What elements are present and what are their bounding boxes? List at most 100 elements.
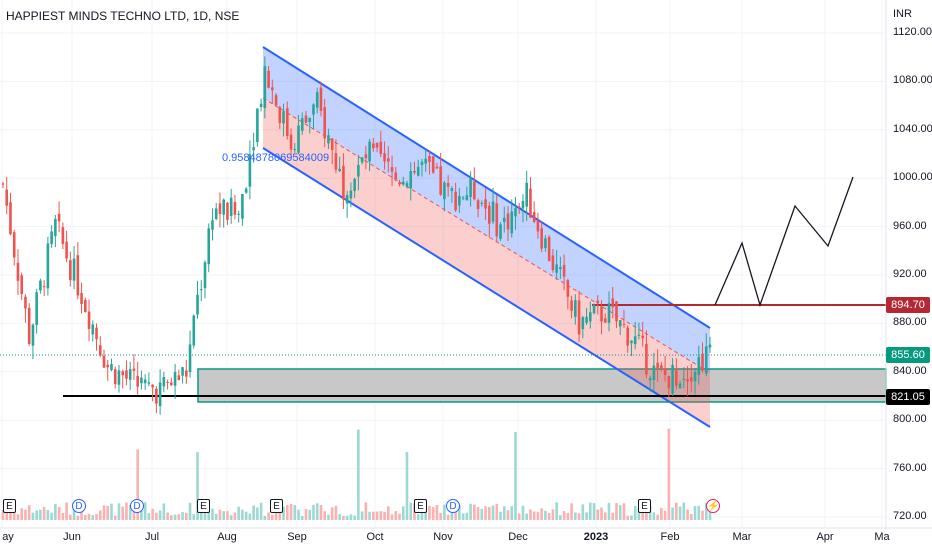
earnings-marker[interactable]: ⚡ <box>706 499 720 513</box>
candle-body <box>622 323 626 325</box>
candle-body <box>263 66 267 109</box>
volume-bar <box>409 502 413 520</box>
earnings-marker[interactable]: E <box>270 499 283 513</box>
volume-bar <box>12 509 16 520</box>
candle-body <box>428 156 431 162</box>
volume-bar <box>383 511 386 520</box>
candle-body <box>585 316 588 323</box>
candle-body <box>72 258 76 281</box>
candle-body <box>435 166 439 169</box>
candle-body <box>256 108 259 143</box>
candle-body <box>607 303 611 323</box>
volume-bar <box>128 504 132 520</box>
volume-bar <box>35 510 38 520</box>
time-tick-label: Jul <box>144 531 160 543</box>
volume-bar <box>364 502 368 520</box>
candle-body <box>390 167 394 172</box>
volume-bar <box>211 508 214 520</box>
candle-body <box>529 188 532 218</box>
projection-path[interactable] <box>714 176 854 308</box>
candle-body <box>401 181 405 185</box>
price-tick-label: 1120.00 <box>893 26 932 38</box>
volume-bar <box>660 507 663 520</box>
dividend-marker[interactable]: D <box>130 499 144 513</box>
candle-body <box>233 201 237 215</box>
volume-bar <box>585 512 588 520</box>
candle-body <box>95 327 98 340</box>
volume-bar <box>439 513 442 520</box>
volume-bar <box>323 511 327 520</box>
volume-bar <box>143 502 147 520</box>
volume-bar <box>65 502 68 520</box>
candle-body <box>499 224 502 239</box>
candle-body <box>693 371 697 382</box>
volume-bar <box>596 509 600 520</box>
candle-body <box>510 211 514 234</box>
volume-bar <box>532 511 536 520</box>
volume-bar <box>603 512 607 520</box>
volume-bar <box>312 504 315 520</box>
volume-bar <box>330 507 334 520</box>
volume-bar <box>506 510 510 520</box>
volume-bar <box>622 503 626 520</box>
candle-body <box>476 200 480 210</box>
candle-body <box>143 379 147 384</box>
time-tick-label: Sep <box>287 531 307 543</box>
earnings-marker[interactable]: E <box>3 499 16 513</box>
volume-bar <box>140 503 143 520</box>
candle-body <box>214 208 218 219</box>
candle-body <box>244 188 248 193</box>
earnings-marker[interactable]: E <box>197 499 210 513</box>
candle-body <box>678 383 682 389</box>
channel-lower-line[interactable] <box>262 147 711 428</box>
earnings-marker[interactable]: E <box>638 499 651 513</box>
volume-bar <box>20 508 24 520</box>
candle-body <box>345 195 349 204</box>
volume-bar <box>87 513 91 520</box>
volume-bar <box>357 429 360 520</box>
volume-bar <box>562 511 566 520</box>
candle-body <box>342 165 345 200</box>
dividend-marker[interactable]: D <box>72 499 86 513</box>
volume-bar <box>529 509 532 520</box>
candle-body <box>652 365 656 381</box>
volume-bar <box>248 513 252 520</box>
volume-bar <box>349 514 353 520</box>
volume-bar <box>42 506 46 520</box>
candle-body <box>184 370 188 377</box>
dividend-marker[interactable]: D <box>446 499 460 513</box>
volume-bar <box>435 504 439 520</box>
volume-bar <box>559 515 562 520</box>
volume-bar <box>611 512 615 520</box>
candle-body <box>514 208 517 217</box>
candle-body <box>31 324 35 346</box>
candle-body <box>600 306 603 322</box>
volume-bar <box>544 510 547 520</box>
volume-bar <box>173 514 177 520</box>
earnings-marker[interactable]: E <box>414 499 427 513</box>
volume-bar <box>300 515 304 520</box>
candle-body <box>416 166 420 176</box>
candle-body <box>465 195 469 201</box>
candle-body <box>61 227 65 244</box>
volume-bar <box>607 502 611 520</box>
candle-body <box>327 135 330 144</box>
volume-bar <box>315 503 319 520</box>
volume-bar <box>398 513 401 520</box>
volume-bar <box>667 428 671 520</box>
volume-bar <box>502 506 506 520</box>
candle-body <box>207 228 211 265</box>
candle-body <box>181 367 184 376</box>
volume-bar <box>110 503 113 520</box>
volume-bar <box>188 502 192 520</box>
volume-bar <box>237 506 240 520</box>
volume-bar <box>626 515 630 520</box>
candle-body <box>487 205 491 224</box>
candle-body <box>630 340 633 344</box>
channel-upper-line[interactable] <box>262 46 711 329</box>
candle-body <box>278 107 282 123</box>
candle-body <box>218 203 222 215</box>
candle-body <box>618 320 622 327</box>
candle-body <box>562 264 566 277</box>
